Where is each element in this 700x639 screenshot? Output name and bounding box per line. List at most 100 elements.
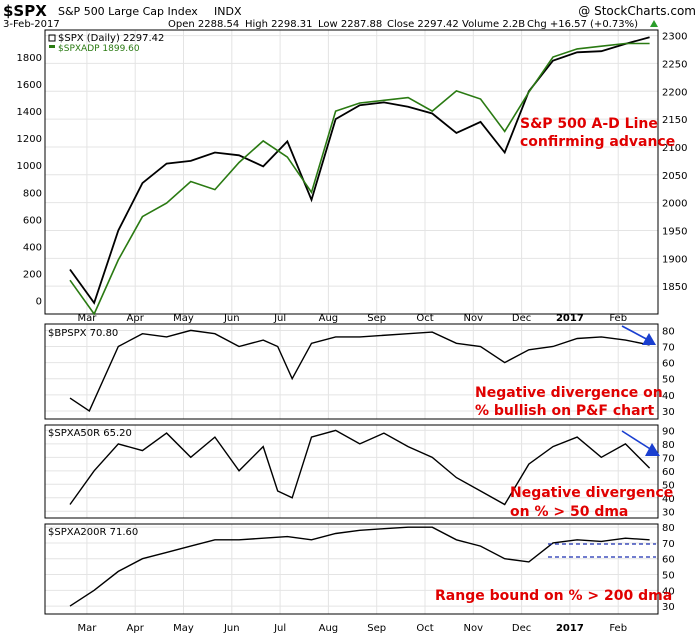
- annotation-adline-2: confirming advance: [520, 134, 675, 150]
- right-axis-tick-label: 60: [662, 555, 675, 566]
- chart-exchange: INDX: [214, 5, 242, 18]
- right-axis-tick-label: 70: [662, 453, 675, 464]
- right-axis-tick-label: 2300: [662, 32, 687, 43]
- right-axis-tick-label: 90: [662, 426, 675, 437]
- stat-change: Chg +16.57 (+0.73%): [527, 19, 638, 30]
- legend-spx: $SPX (Daily) 2297.42: [58, 33, 164, 44]
- right-axis-tick-label: 2200: [662, 87, 687, 98]
- annotation-spxa50r-1: Negative divergence: [510, 485, 673, 501]
- axis-layer: Mar Mar Apr Apr May May Jun Jun Jul Jul Aug Aug Sep S…: [17, 32, 688, 634]
- right-axis-tick-label: 2050: [662, 171, 687, 182]
- right-axis-tick-label: 70: [662, 343, 675, 354]
- right-axis-tick-label: 60: [662, 467, 675, 478]
- chart-index-name: S&P 500 Large Cap Index: [58, 5, 198, 18]
- panel-frame-bpspx: [44, 323, 659, 420]
- right-axis-tick-label: 1900: [662, 254, 687, 265]
- annotation-bpspx-2: % bullish on P&F chart: [475, 403, 654, 419]
- series-line-spxadp: [69, 42, 650, 316]
- panel-label-bpspx: $BPSPX 70.80: [48, 328, 118, 339]
- right-axis-tick-label: 30: [662, 602, 675, 613]
- annotation-bpspx-1: Negative divergence on: [475, 385, 663, 401]
- annotation-spxa200r: Range bound on % > 200 dma: [435, 588, 672, 604]
- stat-volume: Volume 2.2B: [462, 19, 525, 30]
- chart-date: 3-Feb-2017: [3, 19, 60, 30]
- month-tick-label: 2017: [556, 313, 584, 324]
- month-tick-label: Oct: [416, 313, 433, 324]
- panel-frame-spxa200r: [44, 523, 659, 615]
- month-tick-label: Apr: [127, 313, 145, 324]
- grid-layer: [45, 30, 658, 614]
- right-axis-tick-label: 40: [662, 586, 675, 597]
- month-tick-label: Sep: [367, 623, 386, 634]
- series-line-spxa200r: [69, 526, 650, 607]
- month-tick-label: Mar: [77, 623, 97, 634]
- right-axis-tick-label: 50: [662, 571, 675, 582]
- left-axis-tick-label: 800: [23, 188, 42, 199]
- right-axis-tick-label: 1950: [662, 226, 687, 237]
- month-tick-label: Jun: [223, 623, 240, 634]
- left-axis-tick-label: 1800: [17, 53, 42, 64]
- month-tick-label: Nov: [464, 313, 484, 324]
- panel-frame-spxa50r: [44, 424, 659, 519]
- right-axis-tick-label: 40: [662, 391, 675, 402]
- month-tick-label: Aug: [319, 313, 339, 324]
- right-axis-tick-label: 30: [662, 407, 675, 418]
- right-axis-tick-label: 80: [662, 523, 675, 534]
- left-axis-tick-label: 1600: [17, 80, 42, 91]
- legend-swatch-spx: [48, 34, 56, 42]
- change-up-icon: [650, 20, 658, 27]
- panel-borders: [44, 29, 659, 615]
- stat-low: Low 2287.88: [318, 19, 382, 30]
- month-tick-label: 2017: [556, 623, 584, 634]
- left-axis-tick-label: 1000: [17, 161, 42, 172]
- month-tick-label: Jul: [273, 623, 286, 634]
- month-tick-label: Dec: [512, 623, 531, 634]
- left-axis-tick-label: 1400: [17, 107, 42, 118]
- legend-swatch-adline: [49, 45, 55, 48]
- left-axis-tick-label: 200: [23, 269, 42, 280]
- month-tick-label: Dec: [512, 313, 531, 324]
- right-axis-tick-label: 2000: [662, 199, 687, 210]
- month-tick-label: Mar: [77, 313, 97, 324]
- right-axis-tick-label: 50: [662, 375, 675, 386]
- month-tick-label: Feb: [609, 623, 627, 634]
- month-tick-label: Jul: [273, 313, 286, 324]
- stat-high: High 2298.31: [245, 19, 313, 30]
- left-axis-tick-label: 600: [23, 215, 42, 226]
- series-layer: [69, 36, 651, 607]
- stat-close: Close 2297.42: [387, 19, 459, 30]
- panel-label-spxa200r: $SPXA200R 71.60: [48, 527, 138, 538]
- right-axis-tick-label: 2100: [662, 143, 687, 154]
- panel-label-spxa50r: $SPXA50R 65.20: [48, 428, 132, 439]
- series-line-bpspx: [69, 329, 650, 412]
- watermark: @ StockCharts.com: [578, 4, 696, 18]
- month-tick-label: Sep: [367, 313, 386, 324]
- divergence-arrowhead-spxa50r: [645, 443, 660, 456]
- right-axis-tick-label: 1850: [662, 282, 687, 293]
- series-line-spx: [69, 36, 650, 305]
- left-axis-tick-label: 400: [23, 242, 42, 253]
- chart-symbol: $SPX: [3, 2, 47, 20]
- month-tick-label: Apr: [127, 623, 145, 634]
- right-axis-tick-label: 50: [662, 480, 675, 491]
- right-axis-tick-label: 2250: [662, 59, 687, 70]
- left-axis-tick-label: 1200: [17, 134, 42, 145]
- stat-open: Open 2288.54: [168, 19, 239, 30]
- right-axis-tick-label: 60: [662, 359, 675, 370]
- month-tick-label: Aug: [319, 623, 339, 634]
- divergence-arrowhead-bpspx: [642, 333, 656, 345]
- right-axis-tick-label: 70: [662, 539, 675, 550]
- month-tick-label: May: [173, 623, 194, 634]
- month-tick-label: May: [173, 313, 194, 324]
- right-axis-tick-label: 40: [662, 494, 675, 505]
- month-tick-label: Oct: [416, 623, 433, 634]
- panel-frame-main: [44, 29, 659, 315]
- left-axis-tick-label: 0: [36, 296, 42, 307]
- month-tick-label: Jun: [223, 313, 240, 324]
- series-line-spxa50r: [69, 429, 651, 506]
- right-axis-tick-label: 80: [662, 440, 675, 451]
- right-axis-tick-label: 2150: [662, 115, 687, 126]
- right-axis-tick-label: 30: [662, 507, 675, 518]
- month-tick-label: Nov: [464, 623, 484, 634]
